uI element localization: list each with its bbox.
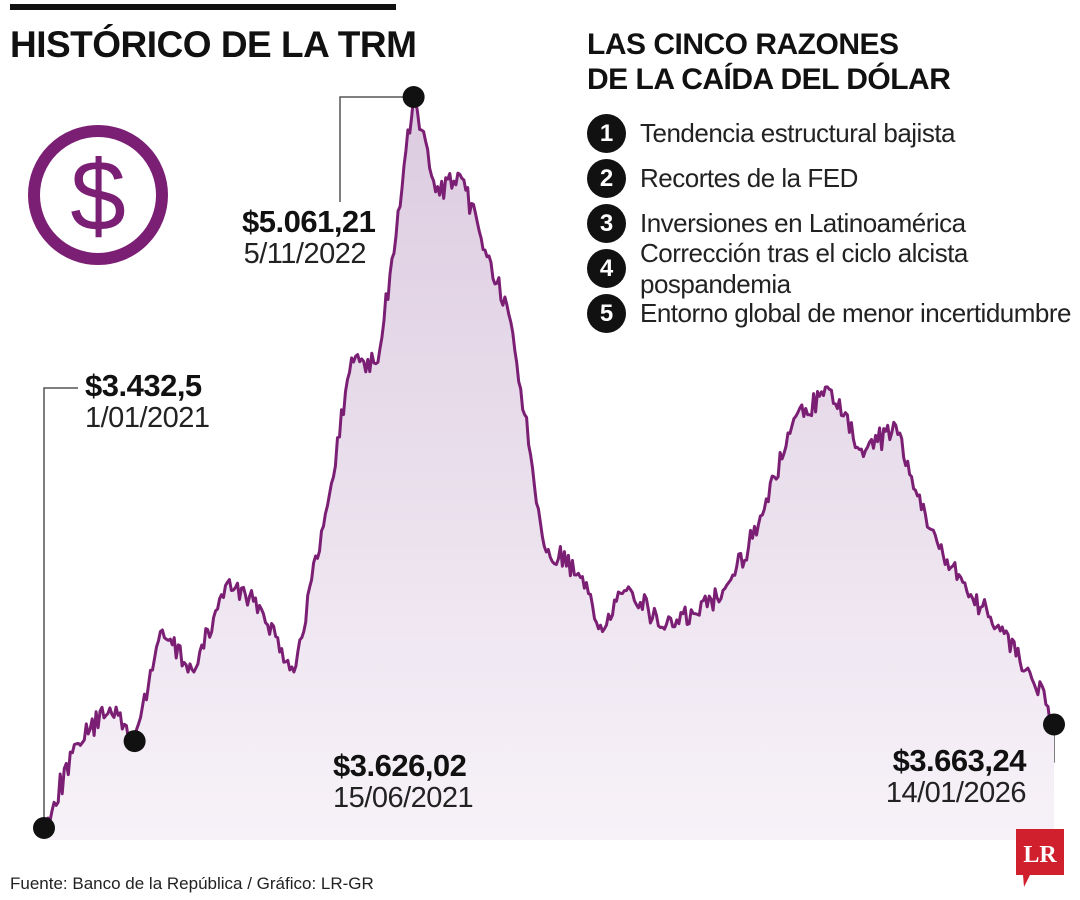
- reason-number: 4: [587, 249, 626, 288]
- annotation-date: 15/06/2021: [333, 781, 474, 814]
- reason-text: Recortes de la FED: [640, 163, 858, 193]
- area-fill: [44, 97, 1054, 840]
- annotation-value: $3.432,5: [85, 368, 202, 403]
- annotation-value: $3.663,24: [892, 743, 1027, 778]
- annotation-value: $3.626,02: [333, 748, 467, 783]
- reason-number: 5: [587, 294, 626, 333]
- annotation-date: 14/01/2026: [885, 776, 1027, 809]
- annotation-date: 1/01/2021: [85, 401, 210, 434]
- leader-line-peak: [339, 96, 414, 202]
- reason-text: Corrección tras el ciclo alcista pospand…: [640, 237, 968, 299]
- reason-number: 1: [587, 114, 626, 153]
- annotation-value: $5.061,21: [242, 204, 376, 239]
- reason-number: 3: [587, 204, 626, 243]
- annotation-marker-3: [1043, 713, 1065, 736]
- annotation-june-2021: $3.626,02 15/06/2021: [333, 748, 474, 814]
- reason-number: 2: [587, 159, 626, 198]
- reason-item: 5 Entorno global de menor incertidumbre: [587, 291, 1080, 336]
- annotation-marker-0: [33, 817, 55, 839]
- annotation-date: 5/11/2022: [243, 237, 367, 270]
- svg-text:LR: LR: [1023, 842, 1057, 868]
- chart-title: HISTÓRICO DE LA TRM: [10, 24, 417, 65]
- top-rule: [10, 4, 396, 10]
- annotation-peak: $5.061,21 5/11/2022: [242, 204, 376, 270]
- annotation-marker-2: [402, 86, 425, 108]
- leader-line-start: [43, 387, 78, 828]
- reason-item: 4 Corrección tras el ciclo alcista pospan…: [587, 238, 1080, 299]
- reasons-title: LAS CINCO RAZONES DE LA CAÍDA DEL DÓLAR: [587, 28, 1080, 97]
- source-note: Fuente: Banco de la República / Gráfico:…: [10, 874, 374, 893]
- lr-logo: LR: [1016, 829, 1064, 887]
- reason-item: 3 Inversiones en Latinoamérica: [587, 201, 1080, 246]
- reasons-panel: LAS CINCO RAZONES DE LA CAÍDA DEL DÓLAR …: [587, 28, 1080, 336]
- annotation-start: $3.432,5 1/01/2021: [85, 368, 210, 434]
- svg-text:$: $: [70, 140, 126, 252]
- reason-item: 2 Recortes de la FED: [587, 156, 1080, 201]
- series-line: [42, 95, 1056, 829]
- dollar-circle-icon: $: [28, 125, 168, 265]
- reason-text: Entorno global de menor incertidumbre: [640, 298, 1071, 328]
- annotation-end: $3.663,24 14/01/2026: [880, 743, 1027, 809]
- reason-item: 1 Tendencia estructural bajista: [587, 111, 1080, 156]
- annotation-marker-1: [123, 730, 146, 753]
- reasons-title-line: LAS CINCO RAZONES: [587, 28, 899, 61]
- reason-text: Inversiones en Latinoamérica: [640, 208, 966, 238]
- reasons-title-line: DE LA CAÍDA DEL DÓLAR: [587, 62, 951, 96]
- reason-text: Tendencia estructural bajista: [640, 118, 956, 148]
